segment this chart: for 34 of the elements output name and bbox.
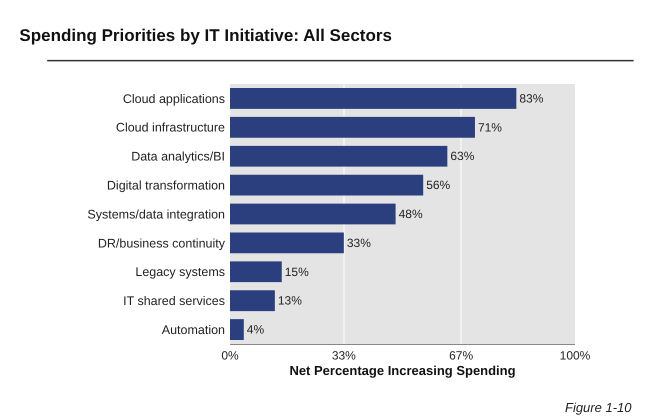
y-tick-label: Automation (162, 322, 226, 337)
data-label: 33% (346, 236, 372, 250)
x-tick-label: 33% (332, 348, 356, 362)
bar (230, 88, 516, 109)
bar (230, 174, 424, 196)
y-tick-label: IT shared services (123, 294, 225, 308)
x-tick-label: 67% (449, 348, 474, 362)
x-tick-label: 0% (221, 348, 239, 362)
data-label: 48% (398, 207, 423, 221)
data-label: 56% (426, 178, 451, 192)
bar (230, 261, 282, 282)
y-tick-label: Data analytics/BI (131, 150, 225, 164)
chart-title: Spending Priorities by IT Initiative: All Sectors (19, 26, 392, 46)
data-label: 63% (450, 149, 475, 164)
bar (230, 116, 475, 138)
data-label: 71% (478, 120, 502, 134)
x-tick-label: 100% (560, 348, 591, 362)
y-tick-label: DR/business continuity (98, 236, 226, 250)
y-tick-label: Digital transformation (106, 178, 226, 192)
bar (230, 319, 244, 340)
bar (230, 204, 396, 224)
data-label: 83% (519, 91, 544, 106)
y-tick-label: Cloud applications (122, 92, 225, 106)
bar (230, 146, 448, 167)
y-tick-label: Cloud infrastructure (116, 120, 226, 135)
data-label: 13% (278, 294, 302, 308)
caption: Figure 1-10 (565, 400, 632, 415)
y-tick-label: Systems/data integration (87, 207, 226, 222)
bar (230, 232, 344, 254)
data-label: 4% (246, 322, 264, 337)
y-tick-label: Legacy systems (135, 265, 225, 280)
bar (230, 290, 275, 312)
data-label: 15% (284, 264, 310, 279)
x-axis-title: Net Percentage Increasing Spending (289, 363, 516, 378)
